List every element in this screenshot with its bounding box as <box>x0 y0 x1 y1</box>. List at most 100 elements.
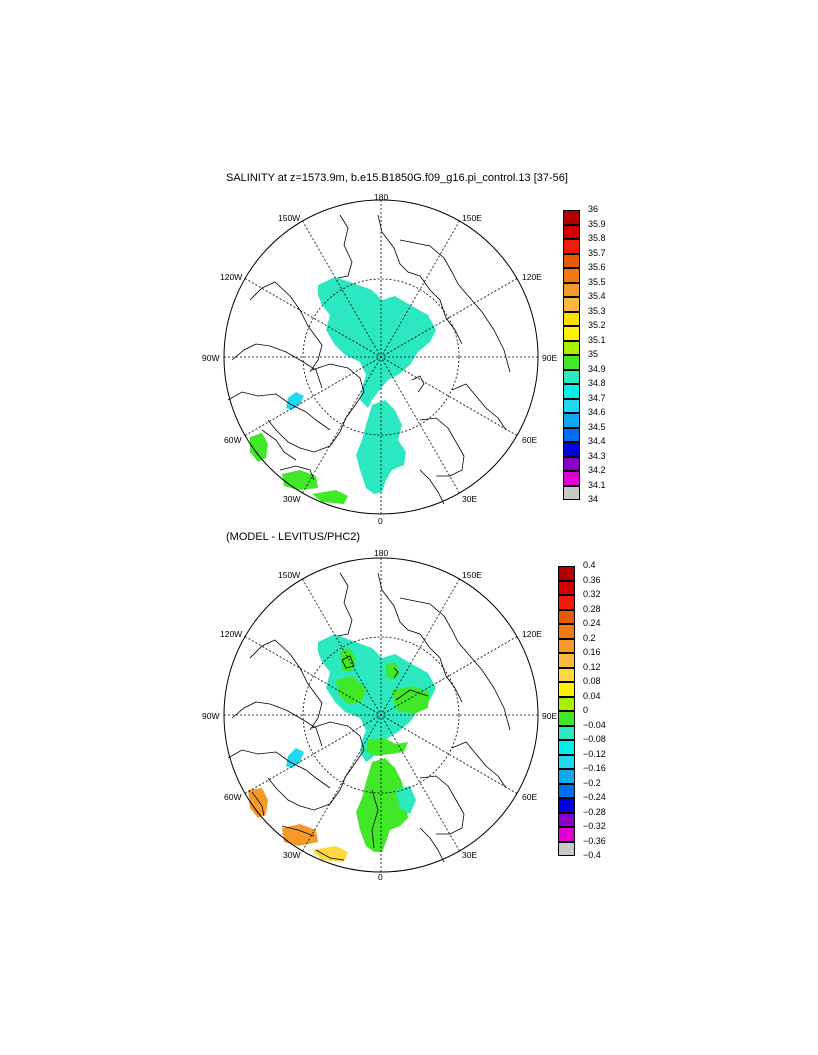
colorbar-swatch <box>563 311 580 326</box>
difference-fill-layer <box>248 634 436 862</box>
cyan-region-arctic <box>318 277 436 408</box>
colorbar-swatch <box>558 638 575 653</box>
coastlines-bottom <box>227 572 511 863</box>
cyan-region-greenland-sea <box>356 400 406 494</box>
longitude-labels-top: 180 150E 120E 90E 60E 30E 0 30W 60W 90W … <box>202 192 557 526</box>
yellow-region-north-atlantic <box>312 846 348 862</box>
colorbar-swatch <box>563 239 580 254</box>
colorbar-swatch <box>563 268 580 283</box>
colorbar-label: −0.28 <box>583 806 606 817</box>
colorbar-label: 0.32 <box>583 589 601 599</box>
colorbar-label: 35.1 <box>588 334 606 345</box>
colorbar-label: 0.16 <box>583 647 601 657</box>
polar-map-bottom: 180 150E 120E 90E 60E 30E 0 30W 60W 90W … <box>202 548 557 882</box>
lon-label: 120W <box>220 272 242 282</box>
colorbar-swatch <box>558 667 575 682</box>
colorbar-label: 35.7 <box>588 247 606 258</box>
colorbar-swatch <box>558 624 575 639</box>
map-boundary-bottom <box>223 557 539 873</box>
meridian-lines-bottom <box>224 558 538 872</box>
colorbar-label: −0.16 <box>583 763 606 773</box>
lon-label: 180 <box>374 548 388 558</box>
lon-label: 150W <box>278 213 300 223</box>
colorbar-label: 0 <box>583 705 589 715</box>
map-boundary-top <box>223 199 539 515</box>
colorbar-label: −0.4 <box>583 850 601 860</box>
colorbar-swatch <box>558 725 575 740</box>
lon-label: 180 <box>374 192 388 202</box>
lon-label: 120E <box>522 629 542 639</box>
lon-label: 30W <box>283 494 300 504</box>
colorbar-swatch <box>563 210 580 225</box>
lon-label: 0 <box>378 516 383 526</box>
colorbar-swatch <box>558 754 575 769</box>
colorbar-label: −0.2 <box>583 777 601 788</box>
lon-label: 150E <box>462 213 482 223</box>
colorbar-swatch <box>563 398 580 413</box>
colorbar-swatch <box>558 812 575 827</box>
coastlines-top <box>227 214 511 505</box>
colorbar-swatch <box>563 442 580 457</box>
colorbar-label: −0.32 <box>583 821 606 831</box>
colorbar-label: 34.7 <box>588 392 606 403</box>
colorbar-swatch <box>558 798 575 813</box>
colorbar-label: 35.8 <box>588 233 606 243</box>
polar-map-top: 180 150E 120E 90E 60E 30E 0 30W 60W 90W … <box>202 192 557 526</box>
colorbar-label: 35.9 <box>588 218 606 229</box>
colorbar-label: 0.4 <box>583 560 596 570</box>
colorbar-swatch <box>563 355 580 370</box>
colorbar-label: 34.6 <box>588 407 606 417</box>
green-region-north-atlantic-1 <box>282 470 318 490</box>
colorbar-label: 0.04 <box>583 690 601 701</box>
lon-label: 90E <box>542 353 557 363</box>
colorbar-swatch <box>563 369 580 384</box>
colorbar-label: 34.1 <box>588 479 606 490</box>
latitude-circles-bottom <box>302 636 460 794</box>
latitude-circles-top <box>302 278 460 436</box>
salinity-fill-layer <box>250 277 436 504</box>
lon-label: 120W <box>220 629 242 639</box>
colorbar-swatch <box>558 827 575 842</box>
colorbar-label: −0.36 <box>583 835 606 846</box>
colorbar-label: 34.5 <box>588 421 606 432</box>
colorbar-swatch <box>563 413 580 428</box>
cyan-region-baffin-diff <box>286 748 304 768</box>
colorbar-label: 35 <box>588 349 599 359</box>
colorbar-label: 35.6 <box>588 262 606 272</box>
colorbar-label: 0.28 <box>583 603 601 614</box>
colorbar-label: 34.9 <box>588 363 606 374</box>
colorbar-swatch <box>558 696 575 711</box>
colorbar-label: 35.5 <box>588 276 606 287</box>
colorbar-swatch <box>563 384 580 399</box>
longitude-labels-bottom: 180 150E 120E 90E 60E 30E 0 30W 60W 90W … <box>202 548 557 882</box>
colorbar-swatch <box>558 769 575 784</box>
lon-label: 90W <box>202 711 219 721</box>
colorbar-swatch <box>558 682 575 697</box>
lon-label: 30W <box>283 850 300 860</box>
green-region-north-atlantic-2 <box>312 490 348 504</box>
lon-label: 150W <box>278 570 300 580</box>
green-region-labrador <box>250 433 268 462</box>
colorbar-swatch <box>558 609 575 624</box>
colorbar-swatch <box>558 783 575 798</box>
colorbar-label: 35.2 <box>588 320 606 330</box>
colorbar-label: 0.08 <box>583 676 601 686</box>
colorbar-swatch <box>563 340 580 355</box>
colorbar-swatch <box>563 224 580 239</box>
colorbar-label: 36 <box>588 204 599 214</box>
colorbar-label: 34 <box>588 494 599 504</box>
lon-label: 90E <box>542 711 557 721</box>
lon-label: 120E <box>522 272 542 282</box>
green-region-arctic-2 <box>336 676 366 704</box>
colorbar-swatch <box>563 326 580 341</box>
lon-label: 30E <box>462 850 477 860</box>
lon-label: 150E <box>462 570 482 580</box>
cyan-region-greenland-diff <box>396 786 416 814</box>
colorbar-swatch <box>563 485 580 500</box>
green-region-channel <box>366 738 408 756</box>
colorbar-label: 35.4 <box>588 291 606 301</box>
lon-label: 60E <box>522 792 537 802</box>
colorbar-swatch <box>558 566 575 581</box>
colorbar-swatch <box>563 427 580 442</box>
